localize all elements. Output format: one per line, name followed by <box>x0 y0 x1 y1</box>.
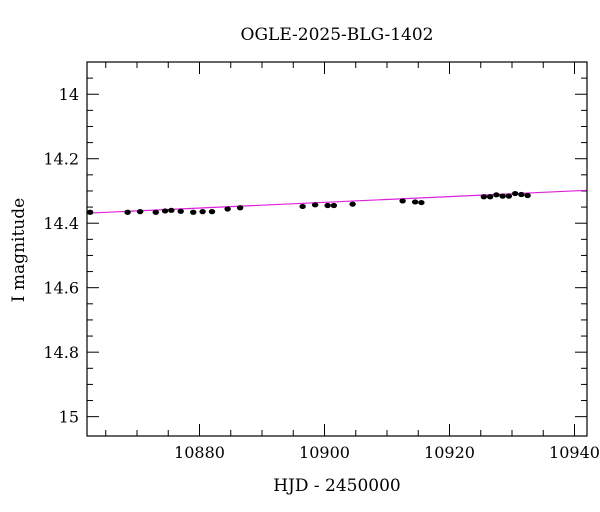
data-point <box>349 201 356 207</box>
data-point <box>493 192 500 198</box>
data-point <box>311 202 319 208</box>
data-point <box>168 207 175 213</box>
data-point <box>224 206 231 212</box>
data-point <box>505 193 513 199</box>
x-tick-label: 10940 <box>549 443 600 462</box>
data-point <box>511 190 519 197</box>
data-point <box>524 192 531 199</box>
data-point <box>486 194 494 200</box>
x-axis-label: HJD - 2450000 <box>273 476 401 496</box>
y-tick-label: 14.8 <box>43 343 79 362</box>
data-point <box>161 208 169 214</box>
chart-title: OGLE-2025-BLG-1402 <box>241 25 434 45</box>
data-point <box>152 209 159 215</box>
y-tick-label: 14.2 <box>43 150 79 169</box>
data-point <box>499 193 506 199</box>
data-point <box>418 199 425 206</box>
data-point <box>236 205 244 211</box>
x-tick-label: 10900 <box>299 443 350 462</box>
data-point <box>324 202 331 209</box>
plot-content <box>86 189 588 215</box>
data-point <box>411 199 419 205</box>
x-tick-label: 10920 <box>424 443 475 462</box>
data-points <box>86 190 531 215</box>
plot-frame <box>86 61 588 437</box>
y-tick-label: 14.4 <box>43 214 79 233</box>
data-point <box>124 209 131 215</box>
axis-ticks <box>87 62 587 436</box>
data-point <box>208 209 216 215</box>
data-point <box>177 208 184 214</box>
tick-labels: 10880 10900 10920 10940 14 14.2 14.4 14.6 14.8 15 <box>43 85 600 462</box>
data-point <box>86 209 94 215</box>
x-tick-label: 10880 <box>174 443 225 462</box>
y-tick-label: 15 <box>59 408 79 427</box>
data-point <box>199 209 206 215</box>
data-point <box>399 198 406 204</box>
data-point <box>480 194 488 200</box>
data-point <box>518 191 525 198</box>
y-tick-label: 14.6 <box>43 279 79 298</box>
data-point <box>299 203 306 210</box>
y-tick-label: 14 <box>59 85 79 104</box>
data-point <box>190 209 197 215</box>
data-point <box>330 202 338 209</box>
y-axis-label: I magnitude <box>9 198 29 302</box>
data-point <box>136 209 144 215</box>
